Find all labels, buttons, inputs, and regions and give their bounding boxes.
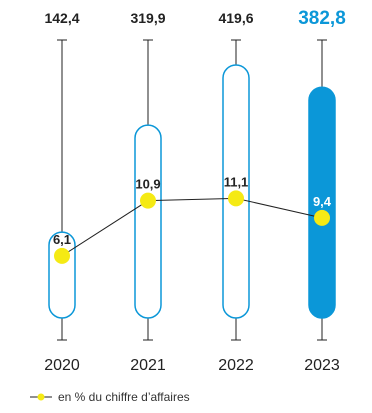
percent-point-2020 bbox=[54, 247, 70, 264]
bar-value-label-2020: 142,4 bbox=[44, 10, 79, 26]
legend: en % du chiffre d’affaires bbox=[30, 390, 190, 404]
year-label-2023: 2023 bbox=[304, 357, 340, 374]
year-label-2021: 2021 bbox=[130, 357, 166, 374]
line-layer bbox=[54, 190, 330, 264]
percent-label-2022: 11,1 bbox=[224, 174, 249, 189]
year-label-2020: 2020 bbox=[44, 357, 80, 374]
percent-label-2023: 9,4 bbox=[313, 194, 332, 209]
bars-layer bbox=[48, 39, 336, 341]
percent-point-2023 bbox=[314, 209, 330, 226]
percent-label-2020: 6,1 bbox=[53, 232, 71, 247]
bar-value-label-2021: 319,9 bbox=[130, 10, 165, 26]
bar-2023 bbox=[308, 86, 336, 319]
bar-value-label-2023: 382,8 bbox=[298, 8, 346, 29]
legend-label: en % du chiffre d’affaires bbox=[58, 390, 190, 404]
labels-layer: 142,4 2020 319,9 2021 419,6 2022 382,8 2023 6,1 1… bbox=[44, 8, 346, 374]
bar-value-label-2022: 419,6 bbox=[218, 10, 253, 26]
bar-2021 bbox=[134, 124, 162, 319]
percent-line bbox=[61, 197, 323, 257]
legend-dot-swatch bbox=[37, 393, 45, 401]
year-label-2022: 2022 bbox=[218, 357, 254, 374]
percent-point-2022 bbox=[228, 190, 244, 207]
percent-point-2021 bbox=[140, 192, 156, 209]
percent-label-2021: 10,9 bbox=[135, 177, 160, 192]
